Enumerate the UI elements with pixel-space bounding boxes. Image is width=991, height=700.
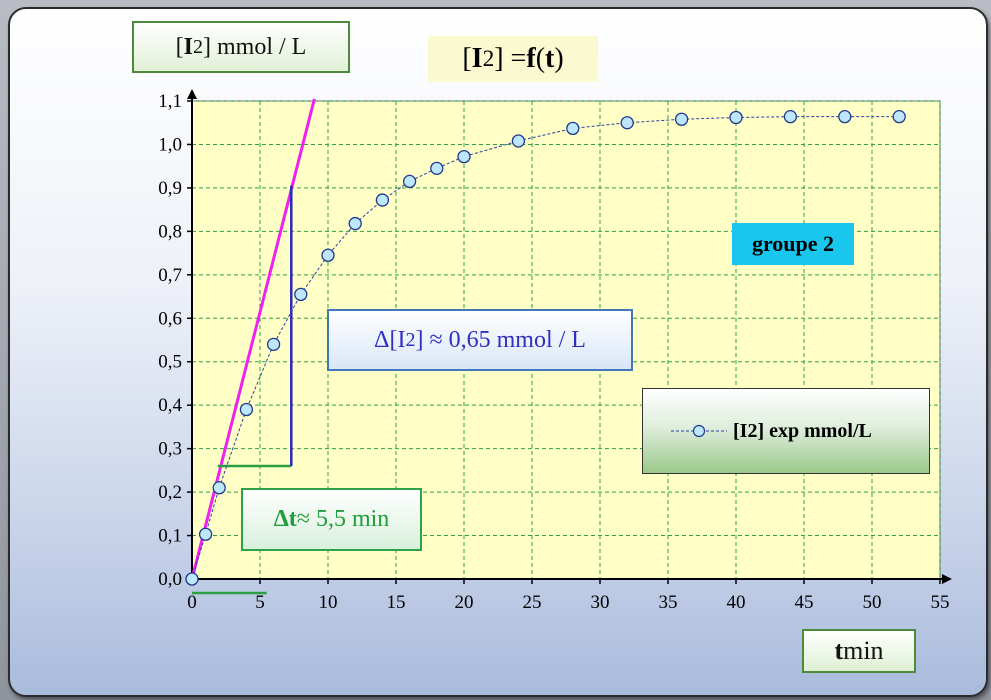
x-tick-label: 45 xyxy=(795,592,814,613)
y-tick-label: 0,4 xyxy=(158,395,182,416)
y-axis-label-subscript: 2 xyxy=(193,35,203,58)
x-tick-label: 40 xyxy=(727,592,746,613)
legend-label: [I2] exp mmol/L xyxy=(733,419,872,442)
title-close: ) xyxy=(554,43,564,74)
data-point xyxy=(566,121,580,136)
data-point xyxy=(321,248,335,262)
y-tick-label: 0,9 xyxy=(158,178,182,199)
delta-i2-subscript: 2 xyxy=(405,328,416,351)
x-tick-label: 5 xyxy=(255,592,265,613)
x-tick-label: 15 xyxy=(387,592,406,613)
x-axis-label: t min xyxy=(802,629,916,673)
series-line xyxy=(191,116,900,580)
y-axis-label-suffix: ] mmol / L xyxy=(203,33,307,60)
data-point xyxy=(239,402,254,417)
data-point xyxy=(266,337,281,351)
data-point xyxy=(783,109,798,124)
data-point xyxy=(402,174,417,189)
y-tick-label: 0,8 xyxy=(158,221,182,242)
data-point xyxy=(212,481,226,495)
slide-panel: 0 5 10 15 20 25 30 35 40 45 50 55 0,0 0,1 0,2 0,3 0,4 0,5… xyxy=(8,7,988,697)
data-point xyxy=(838,109,852,124)
group-badge: groupe 2 xyxy=(732,223,854,265)
x-axis-label-unit: min xyxy=(843,636,884,665)
y-tick-label: 0,5 xyxy=(158,352,182,373)
x-tick-label: 50 xyxy=(863,592,882,613)
x-tick-label: 55 xyxy=(931,592,950,613)
x-tick-label: 35 xyxy=(659,592,678,613)
delta-i2-prefix: Δ[I xyxy=(374,326,406,353)
y-tick-label: 0,0 xyxy=(158,569,182,590)
title-subscript: 2 xyxy=(482,45,495,72)
y-axis-label-prefix: [ xyxy=(175,33,184,60)
delta-t-suffix: ≈ 5,5 min xyxy=(296,506,390,532)
data-point xyxy=(620,116,634,130)
y-tick-label: 1,0 xyxy=(158,134,182,155)
data-point xyxy=(198,527,213,541)
y-axis-label-symbol: I xyxy=(183,33,193,60)
legend: [I2] exp mmol/L xyxy=(642,388,930,474)
data-point xyxy=(729,110,743,125)
legend-marker-icon xyxy=(671,424,727,438)
y-tick-label: 0,1 xyxy=(158,526,182,547)
data-point xyxy=(457,149,471,164)
tangent-line xyxy=(190,98,316,580)
y-tick-label: 0,6 xyxy=(158,308,182,329)
title-mid: ] = xyxy=(494,43,527,74)
x-tick-label: 25 xyxy=(523,592,542,613)
data-point xyxy=(185,572,199,586)
data-point xyxy=(375,193,390,207)
delta-t-annotation: Δt ≈ 5,5 min xyxy=(241,488,422,551)
data-point xyxy=(674,112,689,126)
title-prefix: [ xyxy=(462,43,472,74)
data-point xyxy=(348,216,362,231)
y-tick-label: 1,1 xyxy=(158,91,182,112)
x-tick-label: 30 xyxy=(591,592,610,613)
y-axis-arrow xyxy=(187,89,197,99)
data-point xyxy=(430,161,444,176)
y-tick-label: 0,7 xyxy=(158,265,182,286)
data-point xyxy=(892,109,906,124)
y-tick-label: 0,3 xyxy=(158,439,182,460)
y-tick-label: 0,2 xyxy=(158,482,182,503)
data-point xyxy=(511,134,526,148)
data-point xyxy=(294,287,308,302)
x-tick-label: 10 xyxy=(319,592,338,613)
title-t: t xyxy=(545,43,555,74)
delta-t-symbol: Δt xyxy=(273,506,297,532)
x-axis-label-symbol: t xyxy=(834,636,844,665)
delta-i2-suffix: ] ≈ 0,65 mmol / L xyxy=(415,326,586,353)
x-tick-label: 0 xyxy=(187,592,197,613)
title-symbol: I xyxy=(471,43,483,74)
x-axis-arrow xyxy=(942,574,952,584)
title-f: f xyxy=(526,43,536,74)
title-open: ( xyxy=(535,43,546,74)
delta-i2-annotation: Δ[I 2] ≈ 0,65 mmol / L xyxy=(327,309,633,371)
x-tick-label: 20 xyxy=(455,592,474,613)
